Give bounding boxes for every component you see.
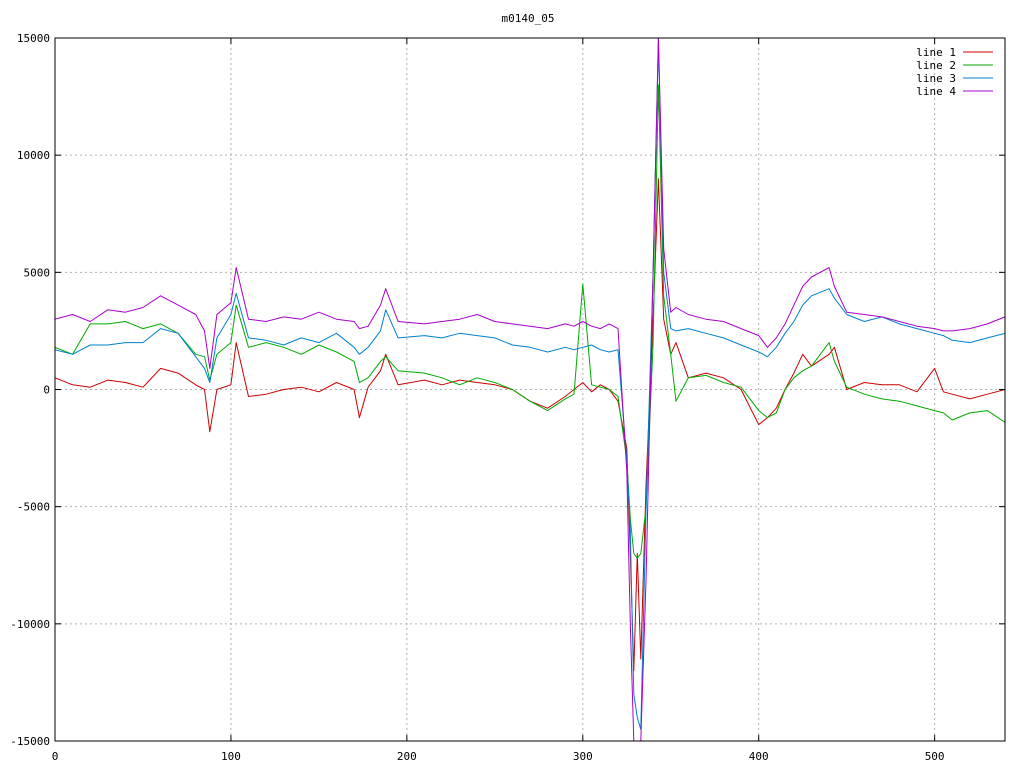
x-tick-label: 100 [221, 750, 241, 763]
series-line-1 [55, 178, 1005, 672]
chart-title: m0140_05 [502, 12, 555, 25]
grid [55, 38, 1005, 741]
y-tick-label: 5000 [24, 266, 51, 279]
y-tick-label: 15000 [17, 32, 50, 45]
x-tick-label: 300 [573, 750, 593, 763]
legend-label-4: line 4 [916, 85, 956, 98]
legend-label-1: line 1 [916, 46, 956, 59]
y-tick-label: -10000 [10, 618, 50, 631]
series-line-4 [55, 38, 1005, 741]
series-group [55, 38, 1005, 741]
series-line-2 [55, 84, 1005, 559]
y-axis: -15000 -10000 -5000 0 5000 10000 15000 [10, 32, 1005, 748]
y-tick-label: 10000 [17, 149, 50, 162]
y-tick-label: 0 [43, 384, 50, 397]
legend-label-3: line 3 [916, 72, 956, 85]
legend-label-2: line 2 [916, 59, 956, 72]
y-tick-label: -5000 [17, 501, 50, 514]
y-tick-label: -15000 [10, 735, 50, 748]
x-tick-label: 500 [925, 750, 945, 763]
x-tick-label: 400 [749, 750, 769, 763]
x-axis: 0 100 200 300 400 500 [52, 38, 945, 763]
x-tick-label: 200 [397, 750, 417, 763]
x-tick-label: 0 [52, 750, 59, 763]
series-line-3 [55, 38, 1005, 730]
